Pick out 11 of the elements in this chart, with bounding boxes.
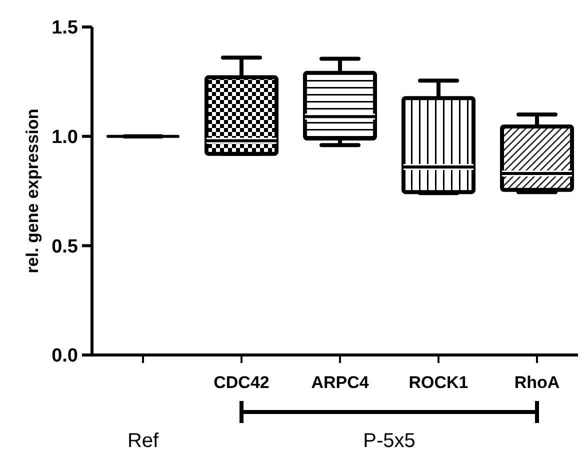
x-tick-label: ARPC4 [311,373,370,392]
y-tick-label: 0.0 [52,346,78,367]
text: Ref [127,430,160,452]
y-tick-label: 1.0 [52,126,78,148]
x-tick-label: CDC42 [214,373,270,392]
y-tick-label: 1.5 [52,18,78,39]
y-tick-label: 0.5 [52,236,78,258]
text: P-5x5 [363,430,416,452]
x-tick-label: RhoA [514,373,560,392]
x-tick-label: ROCK1 [408,373,468,392]
y-axis-title: rel. gene expression [23,108,42,274]
